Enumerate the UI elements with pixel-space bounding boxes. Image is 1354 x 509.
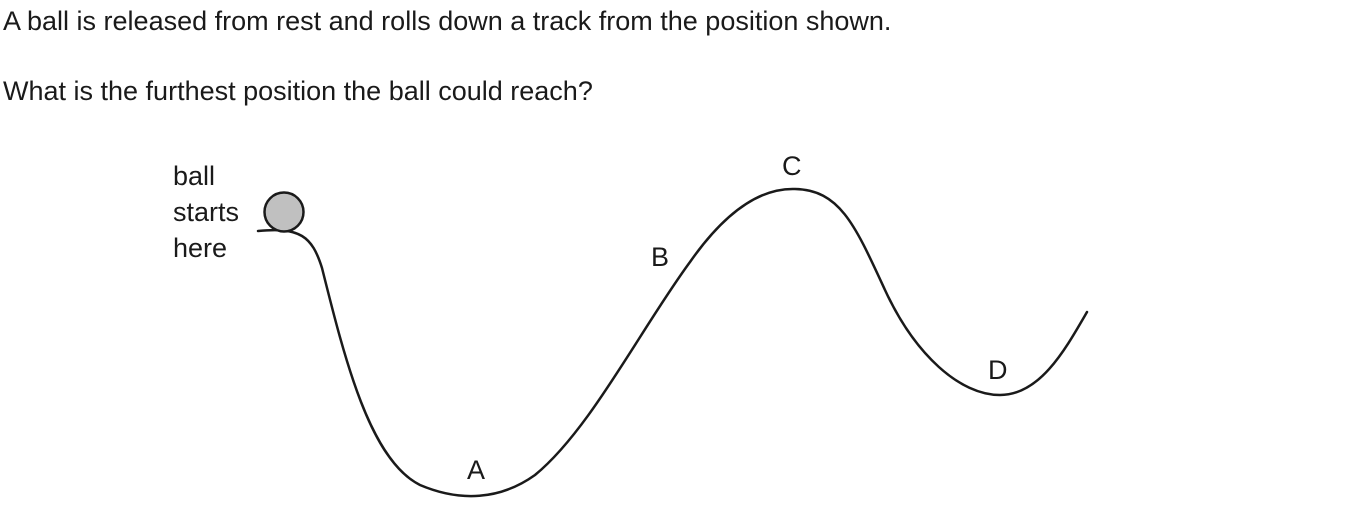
point-label-d: D xyxy=(988,355,1008,385)
question-text: A ball is released from rest and rolls d… xyxy=(3,6,892,36)
track-curve xyxy=(256,187,1089,498)
start-label-line-2: starts xyxy=(173,197,239,227)
start-label-line-3: here xyxy=(173,233,227,263)
start-label-line-1: ball xyxy=(173,161,215,191)
question-prompt: What is the furthest position the ball c… xyxy=(3,76,593,106)
ball xyxy=(263,191,305,233)
point-label-b: B xyxy=(651,242,669,272)
point-label-c: C xyxy=(782,151,802,181)
point-label-a: A xyxy=(467,455,485,485)
